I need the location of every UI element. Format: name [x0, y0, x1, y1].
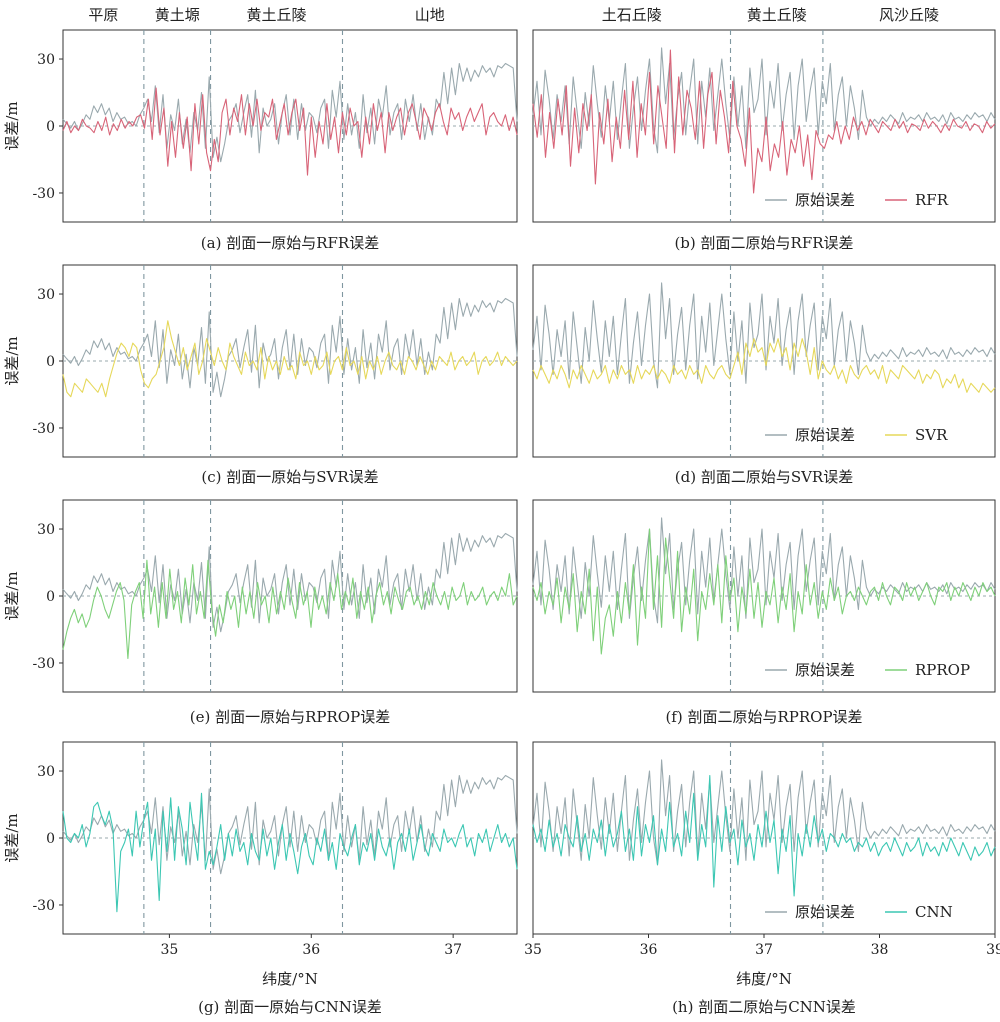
y-tick-label: -30: [32, 898, 55, 914]
series-line-rprop: [62, 559, 518, 660]
chart-panel-c: -30 0 30 误差/m (c) 剖面一原始与SVR误差: [3, 264, 518, 486]
y-tick-label: -30: [32, 656, 55, 672]
series-line-original: [62, 532, 518, 633]
x-axis-label: 纬度/°N: [262, 970, 318, 988]
x-tick-label: 36: [302, 942, 320, 958]
y-tick-label: 30: [37, 52, 55, 68]
x-tick-label: 39: [986, 942, 1000, 958]
legend-label: SVR: [915, 426, 948, 444]
y-axis-label: 误差/m: [3, 571, 21, 620]
chart-panel-f: 原始误差 RPROP (f) 剖面二原始与RPROP误差: [532, 499, 996, 726]
series-line-rprop: [532, 528, 996, 655]
legend-label: CNN: [915, 903, 953, 921]
chart-caption: (a) 剖面一原始与RFR误差: [201, 234, 379, 252]
series-line-original: [62, 297, 518, 398]
y-tick-label: 30: [37, 764, 55, 780]
region-label: 黄土丘陵: [747, 6, 807, 24]
y-tick-label: -30: [32, 186, 55, 202]
legend-label: RFR: [915, 191, 949, 209]
series-line-rfr: [532, 49, 996, 194]
chart-caption: (d) 剖面二原始与SVR误差: [675, 468, 853, 486]
chart-caption: (h) 剖面二原始与CNN误差: [672, 998, 856, 1016]
legend-label: RPROP: [915, 661, 970, 679]
legend-label: 原始误差: [795, 426, 855, 444]
chart-panel-d: 原始误差 SVR (d) 剖面二原始与SVR误差: [532, 264, 996, 486]
chart-panel-g: -30 0 30 误差/m 35 36 37 纬度/°N (g) 剖面一原始与CNN误差: [3, 741, 518, 1016]
region-label: 土石丘陵: [602, 6, 662, 24]
x-tick-label: 35: [160, 942, 178, 958]
series-line-svr: [532, 338, 996, 393]
y-tick-label: 0: [46, 354, 55, 370]
series-line-original: [62, 774, 518, 875]
chart-caption: (c) 剖面一原始与SVR误差: [201, 468, 378, 486]
chart-panel-h: 35 36 37 38 39 纬度/°N 原始误差 CNN (h) 剖面二原始与CNN误差: [524, 741, 1000, 1016]
y-tick-label: 0: [46, 831, 55, 847]
y-tick-label: 0: [46, 589, 55, 605]
legend-label: 原始误差: [795, 903, 855, 921]
series-line-original: [532, 517, 996, 624]
x-tick-label: 35: [524, 942, 542, 958]
x-tick-label: 38: [871, 942, 889, 958]
x-tick-label: 37: [755, 942, 773, 958]
legend-label: 原始误差: [795, 191, 855, 209]
chart-panel-e: -30 0 30 误差/m (e) 剖面一原始与RPROP误差: [3, 499, 518, 726]
series-line-original: [532, 47, 996, 154]
x-tick-label: 37: [444, 942, 462, 958]
chart-caption: (e) 剖面一原始与RPROP误差: [190, 708, 390, 726]
y-tick-label: 30: [37, 522, 55, 538]
series-line-svr: [62, 320, 518, 398]
chart-caption: (b) 剖面二原始与RFR误差: [674, 234, 853, 252]
legend-label: 原始误差: [795, 661, 855, 679]
y-tick-label: 0: [46, 119, 55, 135]
y-tick-label: 30: [37, 287, 55, 303]
y-tick-label: -30: [32, 421, 55, 437]
region-label: 黄土丘陵: [247, 6, 307, 24]
chart-panel-a: 平原 黄土塬 黄土丘陵 山地 -30 0 30 误差/m (a) 剖面一原始与RFR误差: [3, 6, 518, 252]
series-line-original: [62, 62, 518, 163]
series-line-cnn: [62, 792, 518, 913]
y-axis-label: 误差/m: [3, 336, 21, 385]
series-line-cnn: [532, 774, 996, 897]
region-label: 山地: [415, 6, 445, 24]
y-axis-label: 误差/m: [3, 813, 21, 862]
region-label: 黄土塬: [155, 6, 200, 24]
y-axis-label: 误差/m: [3, 101, 21, 150]
chart-caption: (f) 剖面二原始与RPROP误差: [665, 708, 862, 726]
series-line-original: [532, 282, 996, 389]
series-line-rfr: [62, 87, 518, 176]
x-axis-label: 纬度/°N: [736, 970, 792, 988]
region-label: 风沙丘陵: [879, 6, 939, 24]
series-line-original: [532, 759, 996, 866]
x-tick-label: 36: [640, 942, 658, 958]
chart-caption: (g) 剖面一原始与CNN误差: [198, 998, 382, 1016]
region-label: 平原: [88, 6, 118, 24]
